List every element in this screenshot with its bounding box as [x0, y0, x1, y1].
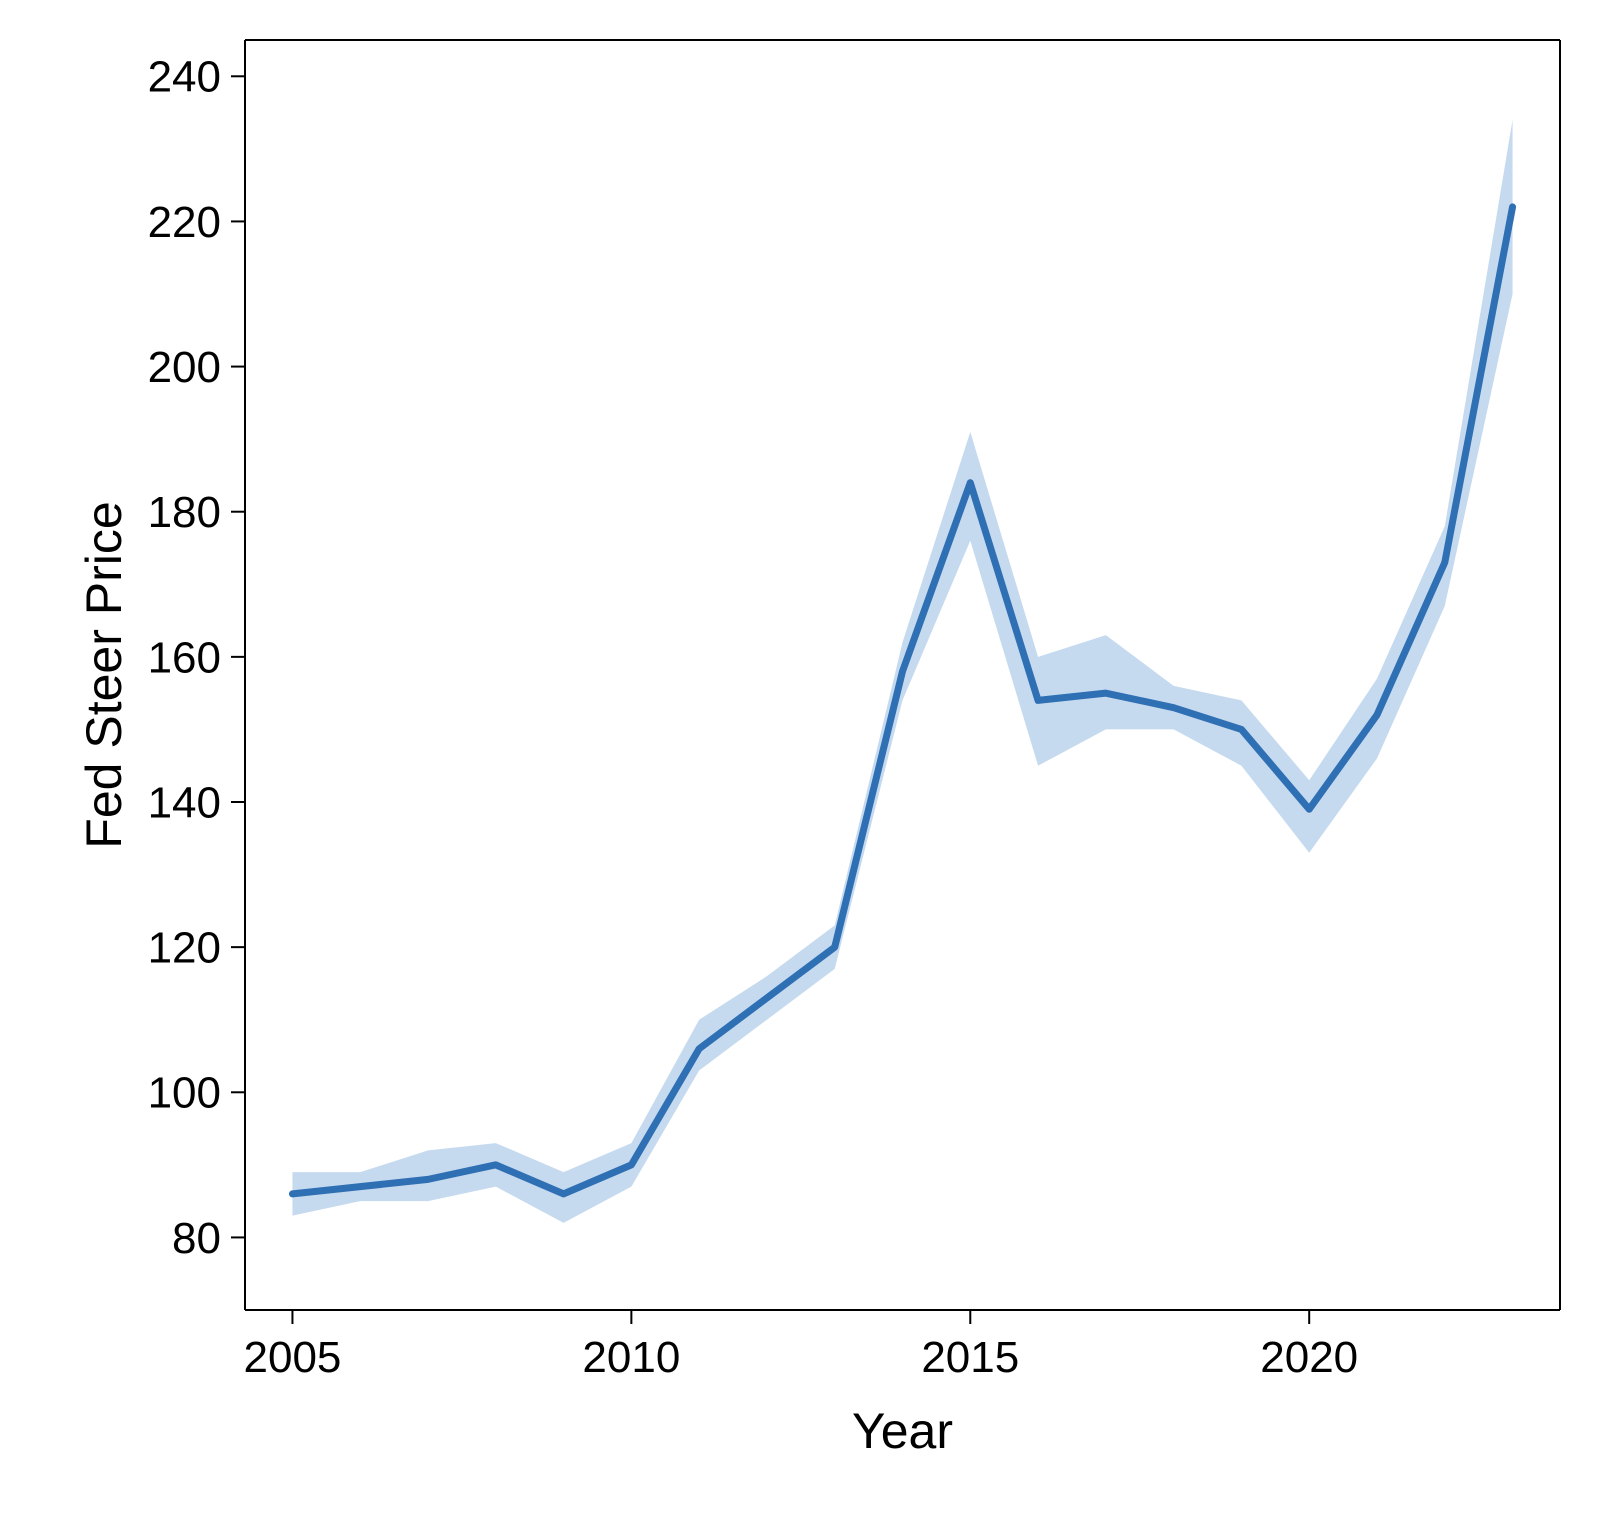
x-axis-title: Year [852, 1403, 953, 1459]
y-tick-label: 80 [172, 1214, 221, 1263]
y-tick-label: 140 [148, 778, 221, 827]
y-tick-label: 120 [148, 924, 221, 973]
chart-svg: 2005 2010 2015 2020 80 100 120 140 160 180 200 220 2… [0, 0, 1619, 1519]
y-axis-title: Fed Steer Price [76, 501, 132, 848]
y-tick-label: 240 [148, 53, 221, 102]
y-tick-label: 160 [148, 633, 221, 682]
x-tick-label: 2010 [582, 1333, 680, 1382]
y-tick-label: 180 [148, 488, 221, 537]
x-tick-label: 2020 [1260, 1333, 1358, 1382]
x-tick-label: 2015 [921, 1333, 1019, 1382]
line-chart: 2005 2010 2015 2020 80 100 120 140 160 180 200 220 2… [0, 0, 1619, 1519]
y-tick-label: 220 [148, 198, 221, 247]
y-tick-label: 200 [148, 343, 221, 392]
x-tick-label: 2005 [244, 1333, 342, 1382]
y-tick-label: 100 [148, 1069, 221, 1118]
